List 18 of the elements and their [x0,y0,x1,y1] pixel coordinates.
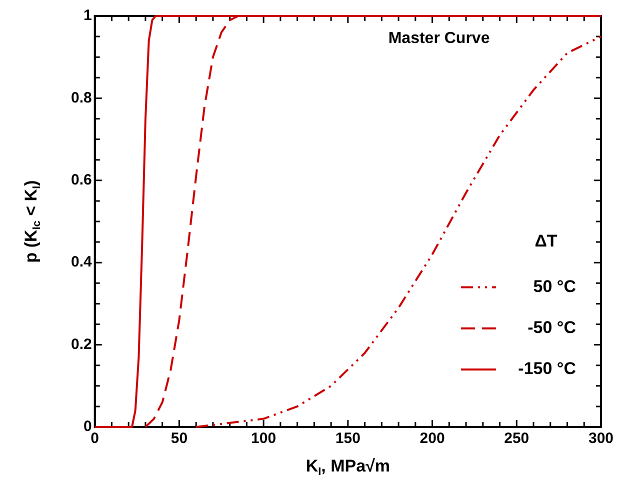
y-tick-label: 0.4 [70,254,92,271]
legend-title: ΔT [534,232,558,251]
y-tick-label: 0.2 [70,336,92,353]
x-tick-label: 250 [504,430,530,448]
text: Master Curve [388,30,490,48]
y-tick-label: 0.8 [70,89,92,106]
x-tick-label: 100 [251,430,276,448]
y-axis-title: p (KIc < KI) [22,180,44,263]
x-tick-label: 200 [420,430,445,448]
x-tick-label: 150 [335,430,360,448]
legend-label: 50 °C [533,276,576,296]
x-tick-label: 300 [588,430,614,448]
y-tick-label: 0 [84,418,92,436]
x-tick-label: 50 [170,430,188,448]
legend-label: -50 °C [528,318,576,338]
y-tick-label: 1 [84,7,92,24]
y-tick-label: 0.6 [70,172,92,189]
legend-label: -150 °C [518,359,576,378]
